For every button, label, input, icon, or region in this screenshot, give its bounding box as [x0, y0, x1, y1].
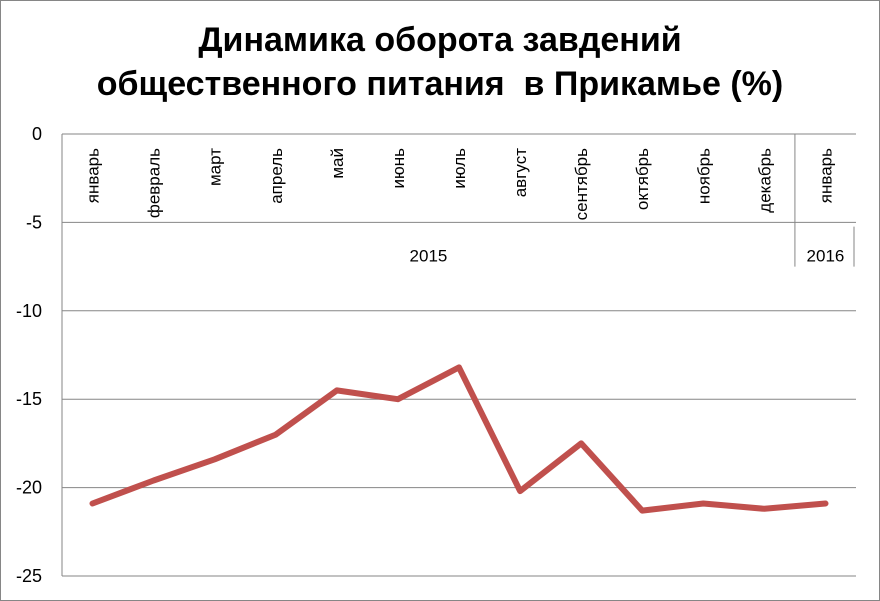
- x-tick-label: январь: [816, 148, 835, 203]
- y-axis: 0 -5 -10 -15 -20 -25: [16, 124, 63, 586]
- series-lines: [89, 364, 829, 514]
- x-tick-label: апрель: [267, 148, 286, 204]
- y-tick-label: -20: [16, 478, 42, 498]
- x-tick-label: август: [511, 148, 530, 197]
- y-tick-label: -5: [26, 212, 42, 232]
- x-tick-label: июль: [450, 148, 469, 189]
- x-tick-label: май: [328, 148, 347, 179]
- x-tick-label: октябрь: [633, 148, 652, 210]
- chart-title-line-1: Динамика оборота завдений: [198, 21, 682, 59]
- chart-title: Динамика оборота завдений общественного …: [0, 18, 880, 106]
- y-tick-label: -15: [16, 389, 42, 409]
- x-tick-label: декабрь: [755, 148, 774, 213]
- x-tick-label: январь: [84, 148, 103, 203]
- x-tick-label: июнь: [389, 148, 408, 189]
- x-tick-label: сентябрь: [572, 148, 591, 221]
- series-line: [89, 364, 829, 514]
- x-axis: январь февраль март апрель май июнь июль август…: [84, 134, 855, 267]
- x-tick-label: февраль: [145, 148, 164, 218]
- x-tick-label: ноябрь: [694, 148, 713, 204]
- chart-title-line-2: общественного питания в Прикамье (%): [96, 65, 784, 103]
- x-group-label: 2015: [410, 246, 448, 265]
- y-tick-label: 0: [32, 124, 42, 144]
- x-group-label: 2016: [807, 246, 845, 265]
- x-tick-label: март: [206, 148, 225, 186]
- y-tick-label: -25: [16, 566, 42, 586]
- y-tick-label: -10: [16, 301, 42, 321]
- gridlines: [62, 133, 856, 577]
